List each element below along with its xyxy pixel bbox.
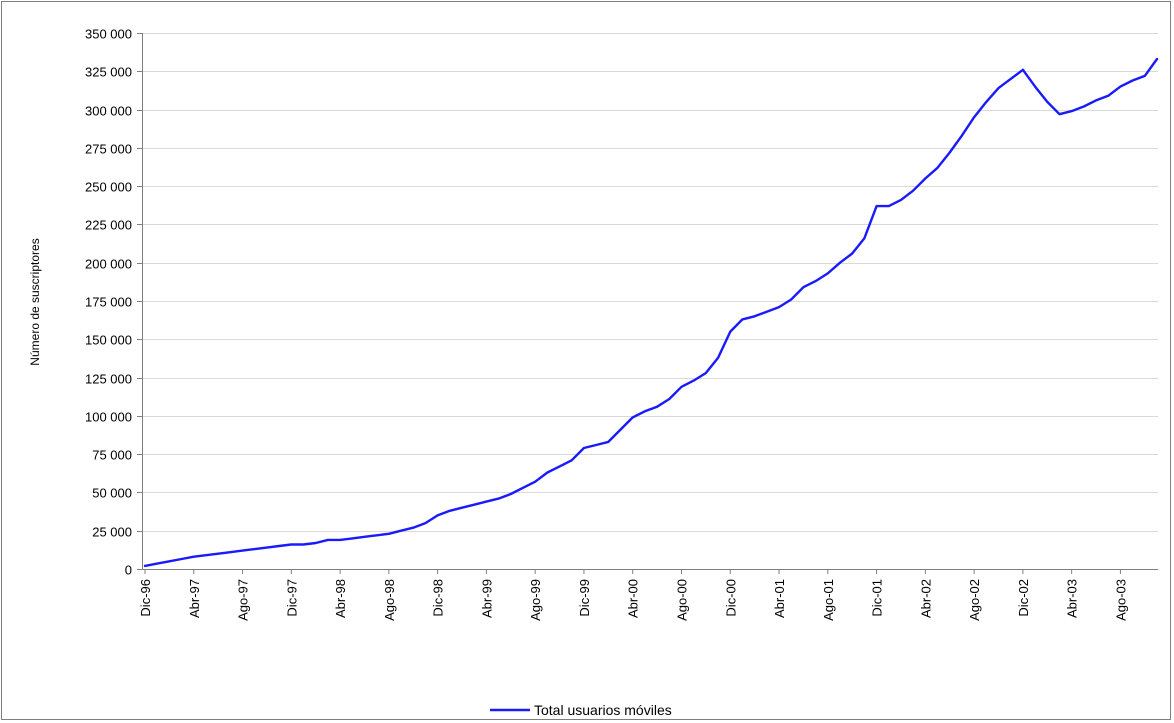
x-tick-label: Ago-99 [528,579,543,621]
x-tick-labels: Dic-96 Abr-97 Ago-97 Dic-97 Abr-98 Ago-98 Dic-… [138,569,1128,621]
x-tick-label: Abr-03 [1065,579,1080,618]
y-tick-label: 275 000 [85,142,132,157]
y-tick-label: 125 000 [85,372,132,387]
y-tick-label: 325 000 [85,65,132,80]
x-tick-label: Dic-98 [431,579,446,617]
y-tick-label: 150 000 [85,333,132,348]
x-tick-label: Dic-00 [723,579,738,617]
series-line-total-usuarios-moviles [143,57,1159,568]
axes [142,33,1158,570]
y-tick-label: 200 000 [85,257,132,272]
y-tick-label: 175 000 [85,295,132,310]
x-tick-label: Ago-02 [967,579,982,621]
y-tick-label: 350 000 [85,27,132,42]
x-tick-label: Dic-02 [1016,579,1031,617]
x-tick-label: Abr-00 [626,579,641,618]
y-tick-label: 0 [125,563,132,578]
y-tick-label: 50 000 [92,486,132,501]
x-tick-label: Dic-99 [577,579,592,617]
x-tick-label: Abr-01 [772,579,787,618]
y-axis-title: Número de suscriptores [28,238,42,365]
x-tick-label: Abr-02 [918,579,933,618]
x-tick-label: Abr-99 [479,579,494,618]
x-tick-label: Ago-03 [1113,579,1128,621]
x-tick-label: Abr-97 [187,579,202,618]
x-tick-label: Dic-96 [138,579,153,617]
series [143,57,1159,568]
y-tick-label: 300 000 [85,104,132,119]
y-tick-labels: 0 25 000 50 000 75 000 100 000 125 000 150 000… [85,27,132,578]
x-tick-label: Ago-00 [674,579,689,621]
legend: Total usuarios móviles [490,702,672,718]
legend-label-total-usuarios-moviles: Total usuarios móviles [534,702,672,718]
x-tick-label: Ago-97 [236,579,251,621]
y-tick-label: 25 000 [92,525,132,540]
x-tick-label: Ago-01 [821,579,836,621]
gridlines [137,33,1158,570]
y-tick-label: 75 000 [92,448,132,463]
x-tick-label: Abr-98 [333,579,348,618]
y-tick-label: 225 000 [85,218,132,233]
x-tick-label: Dic-01 [870,579,885,617]
x-tick-label: Ago-98 [382,579,397,621]
y-tick-label: 250 000 [85,180,132,195]
x-tick-label: Dic-97 [284,579,299,617]
y-tick-label: 100 000 [85,410,132,425]
